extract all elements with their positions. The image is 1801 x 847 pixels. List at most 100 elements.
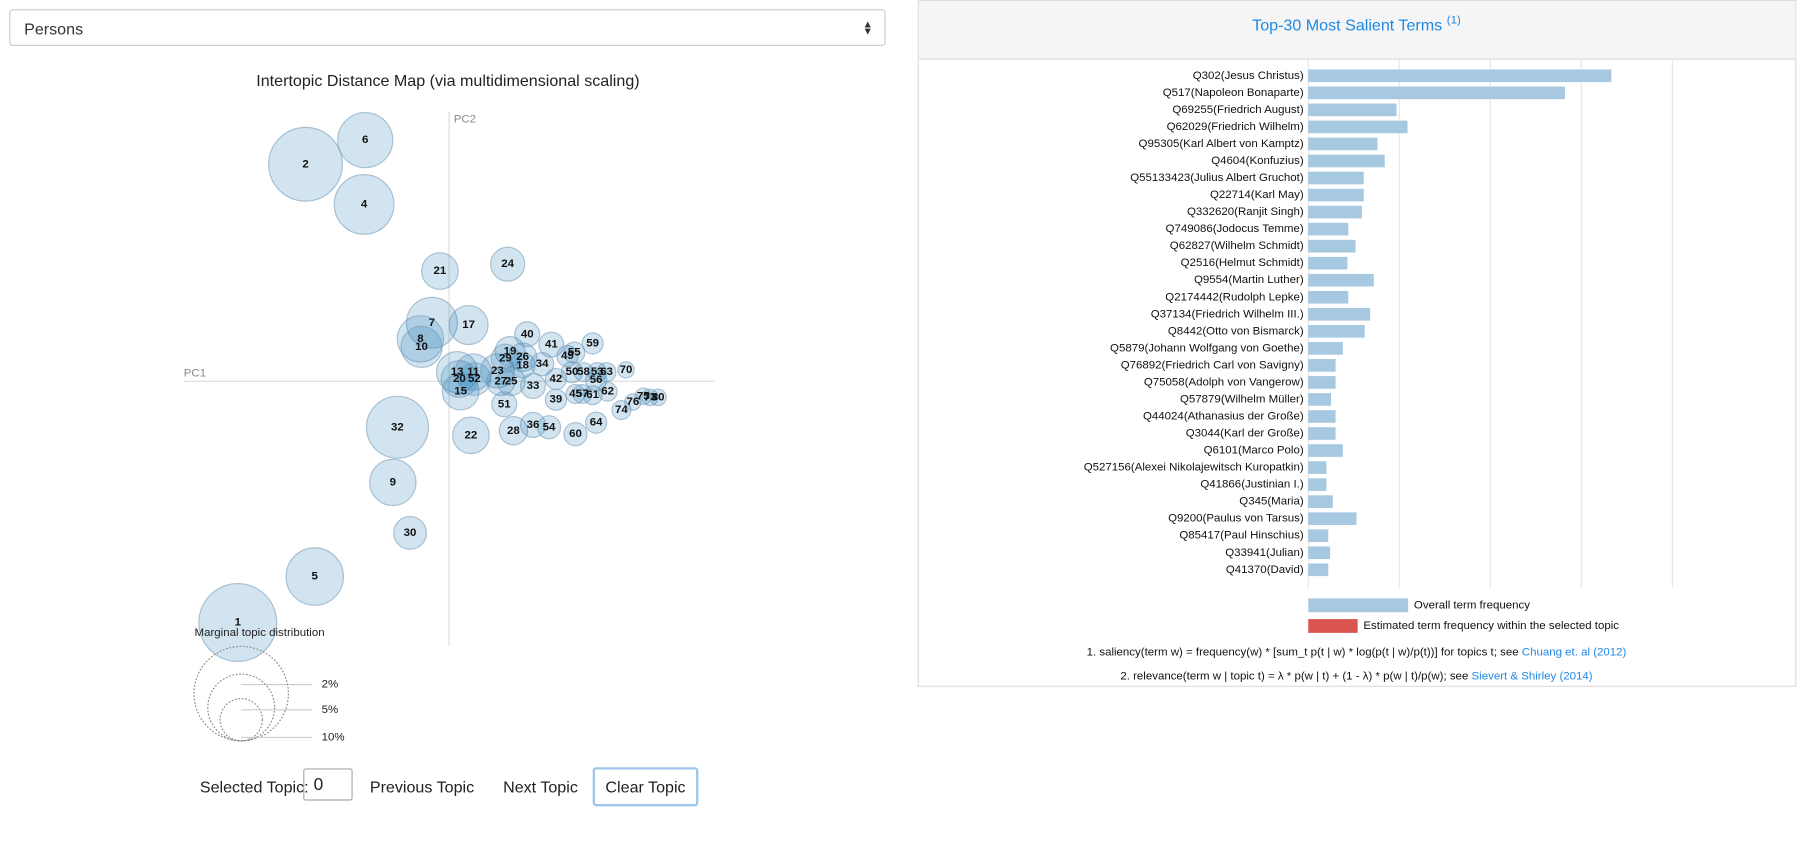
- topic-bubble: [617, 361, 635, 379]
- topic-bubble: [634, 387, 652, 406]
- term-label: Q527156(Alexei Nikolajewitsch Kuropatkin…: [1084, 462, 1304, 474]
- size-legend-title: Marginal topic distribution: [195, 627, 325, 639]
- size-legend-label: 2%: [322, 679, 339, 691]
- topic-label: 41: [545, 339, 558, 351]
- legend-label: Estimated term frequency within the sele…: [1363, 620, 1619, 632]
- topic-label: 73: [644, 391, 657, 403]
- term-bar: [1308, 359, 1336, 372]
- topic-bubble: [337, 112, 394, 169]
- term-label: Q9200(Paulus von Tarsus): [1168, 513, 1304, 525]
- topic-label: 64: [590, 417, 603, 429]
- topic-bubble: [584, 411, 608, 434]
- size-legend-circle: [193, 645, 289, 742]
- term-label: Q95305(Karl Albert von Kamptz): [1139, 138, 1304, 150]
- topic-label: 6: [362, 134, 368, 146]
- term-label: Q44024(Athanasius der Große): [1143, 411, 1304, 423]
- term-label: Q37134(Friedrich Wilhelm III.): [1151, 308, 1304, 320]
- topic-label: 32: [391, 421, 404, 433]
- term-bar: [1308, 137, 1378, 151]
- previous-button[interactable]: Previous Topic: [369, 777, 475, 796]
- topic-label: 1: [235, 617, 242, 629]
- term-label: Q6101(Marco Polo): [1204, 445, 1304, 457]
- topic-bubble: [560, 361, 584, 384]
- topic-label: 18: [516, 359, 529, 371]
- topic-label: 70: [620, 364, 633, 376]
- topic-bubble: [448, 305, 489, 346]
- topic-bubble: [514, 321, 541, 348]
- topic-label: 19: [504, 346, 517, 358]
- topic-bubble: [624, 393, 642, 411]
- topic-bubble: [507, 342, 538, 372]
- topic-bubble: [519, 411, 547, 439]
- term-bar: [1308, 103, 1397, 117]
- topic-selector[interactable]: Persons ▲ ▼: [9, 9, 886, 46]
- topic-label: 4: [361, 198, 368, 210]
- topic-label: 34: [536, 358, 549, 370]
- topic-label: 23: [491, 365, 504, 377]
- legend-label: Overall term frequency: [1414, 599, 1530, 611]
- topic-label: 39: [550, 394, 563, 406]
- map-title: Intertopic Distance Map (via multidimens…: [256, 72, 639, 90]
- topic-bubble: [509, 352, 536, 379]
- topic-label: 5: [312, 571, 319, 583]
- topic-bubble: [596, 362, 617, 383]
- panel-header: [918, 1, 1796, 60]
- topic-label: 80: [652, 391, 665, 403]
- topic-label: 61: [586, 389, 599, 401]
- y-axis-label: PC2: [454, 113, 476, 125]
- term-label: Q5879(Johann Wolfgang von Goethe): [1110, 342, 1304, 354]
- topic-bubble: [582, 385, 603, 406]
- term-bar: [1308, 188, 1364, 202]
- topic-label: 57: [576, 388, 589, 400]
- selected-topic-label: Selected Topic:: [199, 777, 309, 796]
- next-button[interactable]: Next Topic: [503, 777, 578, 796]
- topic-bubble: [490, 343, 521, 374]
- term-bar: [1308, 546, 1331, 560]
- topic-bubble: [452, 416, 490, 455]
- footnote-link[interactable]: Sievert & Shirley (2014): [1472, 671, 1593, 683]
- topic-bubble: [396, 315, 445, 363]
- topic-label: 30: [404, 527, 417, 539]
- term-label: Q3044(Karl der Große): [1186, 428, 1304, 440]
- term-label: Q41370(David): [1226, 564, 1304, 576]
- topic-label: 42: [550, 373, 563, 385]
- term-label: Q62827(Wilhelm Schmidt): [1170, 240, 1304, 252]
- term-bar: [1308, 171, 1364, 185]
- topic-bubble: [441, 372, 480, 411]
- legend-swatch: [1308, 619, 1358, 633]
- topic-bubble: [365, 395, 429, 459]
- term-bar: [1308, 376, 1336, 389]
- topic-input[interactable]: 0: [303, 768, 353, 801]
- topic-label: 52: [468, 373, 481, 385]
- topic-label: 53: [591, 366, 604, 378]
- legend-swatch: [1308, 598, 1409, 613]
- term-bar: [1308, 342, 1343, 355]
- topic-bubble: [529, 351, 555, 377]
- term-label: Q85417(Paul Hinschius): [1179, 530, 1303, 542]
- term-label: Q4604(Konfuzius): [1211, 155, 1304, 167]
- topic-bubble: [536, 415, 562, 440]
- term-bar: [1308, 222, 1349, 236]
- topic-bubble: [563, 422, 588, 447]
- term-label: Q69255(Friedrich August): [1172, 104, 1303, 116]
- topic-bubble: [486, 366, 516, 397]
- topic-label: 22: [465, 429, 478, 441]
- topic-label: 50: [566, 366, 579, 378]
- topic-label: 45: [569, 388, 582, 400]
- topic-label: 8: [417, 333, 424, 345]
- term-bar: [1308, 410, 1336, 423]
- term-label: Q76892(Friedrich Carl von Savigny): [1121, 359, 1304, 371]
- footnote-link[interactable]: Chuang et. al (2012): [1522, 646, 1627, 658]
- topic-label: 55: [568, 347, 581, 359]
- clear-button[interactable]: Clear Topic: [592, 767, 699, 807]
- topic-bubble: [519, 372, 547, 399]
- topic-label: 26: [516, 351, 529, 363]
- topic-label: 33: [527, 380, 540, 392]
- term-label: Q302(Jesus Christus): [1193, 70, 1304, 82]
- topic-bubble: [649, 388, 667, 407]
- topic-label: 51: [498, 398, 511, 410]
- topic-label: 20: [453, 373, 466, 385]
- topic-label: 29: [499, 352, 512, 364]
- terms-panel: [917, 0, 1797, 687]
